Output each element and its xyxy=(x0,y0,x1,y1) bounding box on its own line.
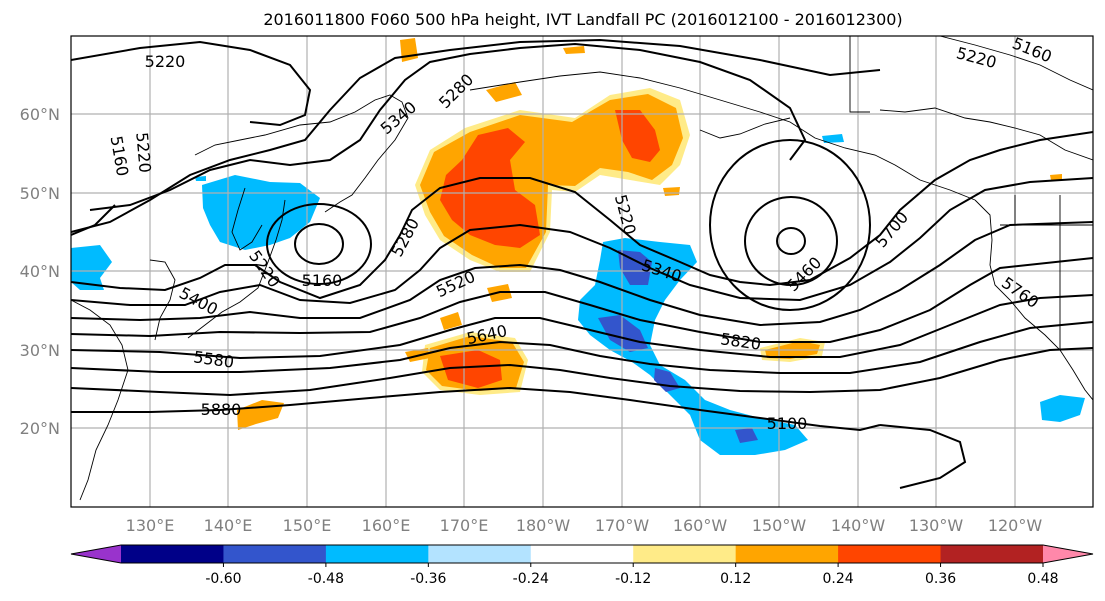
lon-label: 170°E xyxy=(440,516,489,535)
colorbar-tick-label: 0.48 xyxy=(1027,571,1058,587)
lat-label: 50°N xyxy=(20,184,60,203)
map-title: 2016011800 F060 500 hPa height, IVT Land… xyxy=(263,10,902,29)
colorbar-tick-label: -0.24 xyxy=(513,571,549,587)
contour-label: 5220 xyxy=(145,52,186,71)
colorbar-cell xyxy=(940,545,1044,563)
lat-label: 30°N xyxy=(20,341,60,360)
longitude-labels: 130°E 140°E 150°E 160°E 170°E 180°W 170°… xyxy=(126,516,1043,535)
lat-label: 20°N xyxy=(20,419,60,438)
colorbar-cell xyxy=(223,545,327,563)
colorbar-outline xyxy=(70,544,1094,564)
colorbar-extend-min xyxy=(71,545,121,563)
colorbar-cell xyxy=(735,545,839,563)
lon-label: 140°W xyxy=(831,516,886,535)
lon-label: 140°E xyxy=(204,516,253,535)
contour-label: 5220 xyxy=(132,131,154,173)
colorbar-tick-label: 0.24 xyxy=(823,571,854,587)
contour-label: 5100 xyxy=(767,414,808,433)
map-frame xyxy=(70,35,1094,508)
lon-label: 130°W xyxy=(909,516,964,535)
colorbar-tick-label: 0.12 xyxy=(720,571,751,587)
lon-label: 160°E xyxy=(362,516,411,535)
lon-label: 180°W xyxy=(516,516,571,535)
lat-label: 40°N xyxy=(20,262,60,281)
latitude-labels: 60°N 50°N 40°N 30°N 20°N xyxy=(20,105,60,438)
colorbar-tick-label: -0.48 xyxy=(308,571,344,587)
ivt-positive-region xyxy=(237,38,1062,430)
lon-label: 150°W xyxy=(752,516,807,535)
map-gridlines xyxy=(71,36,1093,507)
contour-label: 5880 xyxy=(201,400,242,419)
colorbar-cell xyxy=(633,545,737,563)
colorbar-cell xyxy=(121,545,224,563)
map-panel: 5220 5160 5220 5340 5280 5280 5220 5160 … xyxy=(70,35,1094,508)
colorbar-cell xyxy=(325,545,429,563)
contour-label: 5160 xyxy=(302,271,343,290)
colorbar-cell xyxy=(530,545,634,563)
colorbar-cell xyxy=(838,545,942,563)
colorbar: -0.60 -0.48 -0.36 -0.24 -0.12 0.12 0.24 0.36 0.4… xyxy=(70,544,1094,587)
colorbar-tick-label: -0.36 xyxy=(410,571,446,587)
lon-label: 120°W xyxy=(988,516,1043,535)
lon-label: 170°W xyxy=(595,516,650,535)
height-contours xyxy=(71,38,1093,489)
colorbar-tick-label: -0.12 xyxy=(615,571,651,587)
lat-label: 60°N xyxy=(20,105,60,124)
colorbar-extend-max xyxy=(1043,545,1093,563)
lon-label: 130°E xyxy=(126,516,175,535)
lon-label: 160°W xyxy=(673,516,728,535)
colorbar-tick-label: -0.60 xyxy=(205,571,241,587)
lon-label: 150°E xyxy=(283,516,332,535)
colorbar-cell xyxy=(428,545,532,563)
colorbar-tick-label: 0.36 xyxy=(925,571,956,587)
